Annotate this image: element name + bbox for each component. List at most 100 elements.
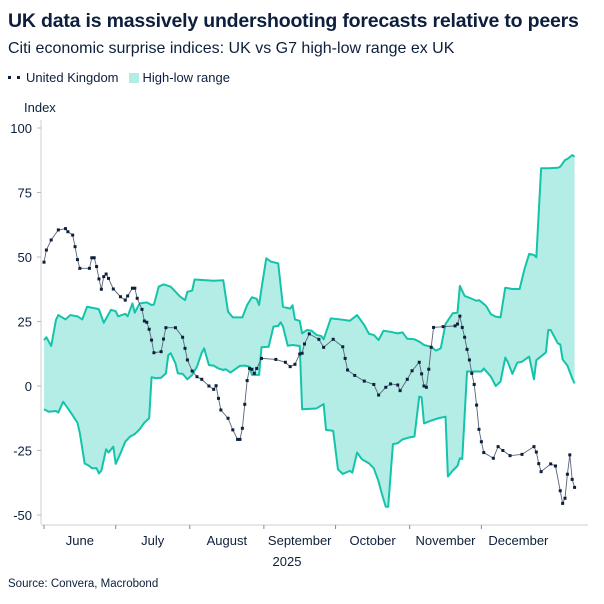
- uk-data-point: [42, 260, 46, 264]
- uk-data-point: [561, 501, 565, 505]
- y-tick-label: 75: [18, 186, 32, 201]
- uk-data-point: [118, 295, 122, 299]
- uk-data-point: [255, 366, 259, 370]
- uk-data-point: [44, 248, 48, 252]
- uk-data-point: [49, 238, 53, 242]
- legend-range-label: High-low range: [142, 70, 230, 85]
- uk-data-point: [250, 367, 254, 371]
- uk-data-point: [173, 326, 177, 330]
- y-tick-label: 25: [18, 315, 32, 330]
- uk-data-point: [99, 287, 103, 291]
- uk-data-point: [219, 408, 223, 412]
- chart-subtitle: Citi economic surprise indices: UK vs G7…: [8, 40, 455, 57]
- uk-data-point: [64, 227, 68, 231]
- uk-data-point: [398, 389, 402, 393]
- range-low-line: [43, 321, 576, 508]
- uk-data-point: [331, 337, 335, 341]
- uk-data-point: [87, 266, 91, 270]
- uk-data-point: [130, 286, 134, 290]
- uk-data-point: [537, 462, 541, 466]
- uk-data-point: [317, 337, 321, 341]
- uk-data-point: [190, 369, 194, 373]
- uk-data-point: [216, 396, 220, 400]
- uk-data-point: [470, 371, 474, 375]
- uk-data-point: [164, 326, 168, 330]
- x-tick-label: October: [350, 533, 397, 548]
- uk-data-point: [565, 472, 569, 476]
- uk-data-point: [422, 384, 426, 388]
- source-note: Source: Convera, Macrobond: [8, 578, 159, 590]
- uk-data-point: [95, 265, 99, 269]
- uk-data-point: [245, 379, 249, 383]
- uk-data-point: [477, 427, 481, 431]
- uk-data-point: [496, 445, 500, 449]
- uk-data-point: [570, 477, 574, 481]
- uk-data-point: [236, 437, 240, 441]
- uk-data-point: [135, 296, 139, 300]
- uk-data-point: [147, 327, 151, 331]
- uk-data-point: [389, 382, 393, 386]
- uk-data-point: [90, 256, 94, 260]
- uk-data-point: [491, 456, 495, 460]
- uk-data-point: [71, 233, 75, 237]
- x-axis: June July August September October November De…: [41, 524, 588, 548]
- uk-data-point: [520, 452, 524, 456]
- uk-data-point: [482, 451, 486, 455]
- uk-data-point: [102, 275, 106, 279]
- uk-data-point: [56, 228, 60, 232]
- uk-data-point: [432, 325, 436, 329]
- uk-data-point: [104, 272, 108, 276]
- uk-data-point: [532, 445, 536, 449]
- legend-uk-label: United Kingdom: [26, 70, 119, 85]
- y-tick-label: -25: [13, 444, 32, 459]
- uk-data-point: [479, 440, 483, 444]
- series-group: [42, 154, 577, 508]
- uk-data-point: [92, 256, 96, 260]
- uk-data-point: [362, 379, 366, 383]
- uk-data-point: [140, 307, 144, 311]
- uk-data-point: [303, 342, 307, 346]
- uk-data-point: [200, 377, 204, 381]
- uk-data-point: [353, 373, 357, 377]
- uk-data-point: [195, 375, 199, 379]
- uk-data-point: [126, 294, 130, 298]
- uk-data-point: [417, 360, 421, 364]
- uk-data-point: [343, 356, 347, 360]
- uk-data-point: [181, 335, 185, 339]
- uk-data-point: [534, 450, 538, 454]
- x-tick-label: June: [66, 533, 94, 548]
- uk-data-point: [458, 314, 462, 318]
- uk-data-point: [405, 377, 409, 381]
- uk-data-point: [384, 385, 388, 389]
- uk-data-point: [463, 335, 467, 339]
- uk-data-point: [563, 496, 567, 500]
- chart-title: UK data is massively undershooting forec…: [8, 10, 579, 32]
- uk-data-point: [396, 383, 400, 387]
- uk-data-point: [66, 230, 70, 234]
- uk-data-point: [107, 276, 111, 280]
- x-tick-label: September: [268, 533, 332, 548]
- uk-data-point: [240, 426, 244, 430]
- y-tick-label: -50: [13, 508, 32, 523]
- uk-data-point: [441, 325, 445, 329]
- uk-data-point: [283, 360, 287, 364]
- y-tick-label: 50: [18, 250, 32, 265]
- uk-data-point: [558, 489, 562, 493]
- uk-data-point: [377, 393, 381, 397]
- uk-data-point: [214, 384, 218, 388]
- uk-data-point: [465, 347, 469, 351]
- uk-data-point: [238, 437, 242, 441]
- uk-data-point: [410, 369, 414, 373]
- uk-data-point: [475, 403, 479, 407]
- uk-data-point: [252, 371, 256, 375]
- uk-data-point: [243, 402, 247, 406]
- uk-data-point: [288, 365, 292, 369]
- uk-data-point: [75, 258, 79, 262]
- uk-data-point: [293, 362, 297, 366]
- uk-data-point: [152, 351, 156, 355]
- uk-legend-marker-icon: [8, 76, 20, 79]
- uk-data-point: [159, 350, 163, 354]
- range-legend-swatch-icon: [128, 72, 139, 83]
- y-axis: 100 75 50 25 0 -25 -50: [10, 120, 42, 524]
